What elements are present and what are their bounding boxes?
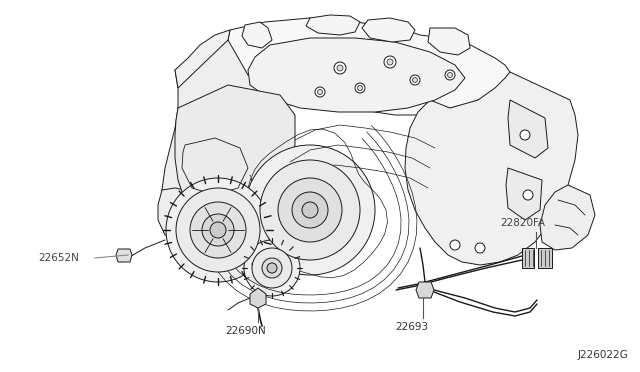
Polygon shape [522, 248, 534, 268]
Circle shape [358, 86, 362, 90]
Circle shape [260, 160, 360, 260]
Circle shape [315, 87, 325, 97]
Circle shape [523, 190, 533, 200]
Polygon shape [508, 100, 548, 158]
Circle shape [292, 192, 328, 228]
Circle shape [355, 83, 365, 93]
Circle shape [176, 188, 260, 272]
Polygon shape [175, 85, 295, 210]
Circle shape [334, 62, 346, 74]
Polygon shape [506, 168, 542, 220]
Polygon shape [116, 249, 132, 262]
Circle shape [387, 59, 393, 65]
Circle shape [302, 202, 318, 218]
Circle shape [384, 56, 396, 68]
Polygon shape [162, 40, 278, 250]
Polygon shape [416, 282, 434, 298]
Circle shape [337, 65, 343, 71]
Text: J226022G: J226022G [577, 350, 628, 360]
Circle shape [520, 130, 530, 140]
Circle shape [413, 77, 417, 83]
Circle shape [245, 145, 375, 275]
Circle shape [190, 202, 246, 258]
Polygon shape [306, 15, 360, 35]
Polygon shape [158, 188, 220, 240]
Polygon shape [250, 288, 266, 308]
Circle shape [317, 90, 323, 94]
Polygon shape [228, 18, 510, 115]
Circle shape [278, 178, 342, 242]
Text: 22820FA: 22820FA [500, 218, 545, 228]
Circle shape [267, 263, 277, 273]
Polygon shape [242, 22, 272, 48]
Circle shape [450, 240, 460, 250]
Circle shape [262, 258, 282, 278]
Circle shape [252, 248, 292, 288]
Text: 22693: 22693 [395, 322, 428, 332]
Polygon shape [538, 248, 552, 268]
Circle shape [210, 222, 226, 238]
Circle shape [475, 243, 485, 253]
Circle shape [445, 70, 455, 80]
Circle shape [447, 73, 452, 77]
Text: 22652N: 22652N [38, 253, 79, 263]
Circle shape [202, 214, 234, 246]
Circle shape [166, 178, 270, 282]
Polygon shape [428, 28, 470, 55]
Polygon shape [175, 30, 230, 88]
Circle shape [410, 75, 420, 85]
Polygon shape [248, 38, 465, 112]
Polygon shape [540, 185, 595, 250]
Polygon shape [405, 72, 578, 265]
Polygon shape [362, 18, 415, 42]
Circle shape [244, 240, 300, 296]
Text: 22690N: 22690N [225, 326, 266, 336]
